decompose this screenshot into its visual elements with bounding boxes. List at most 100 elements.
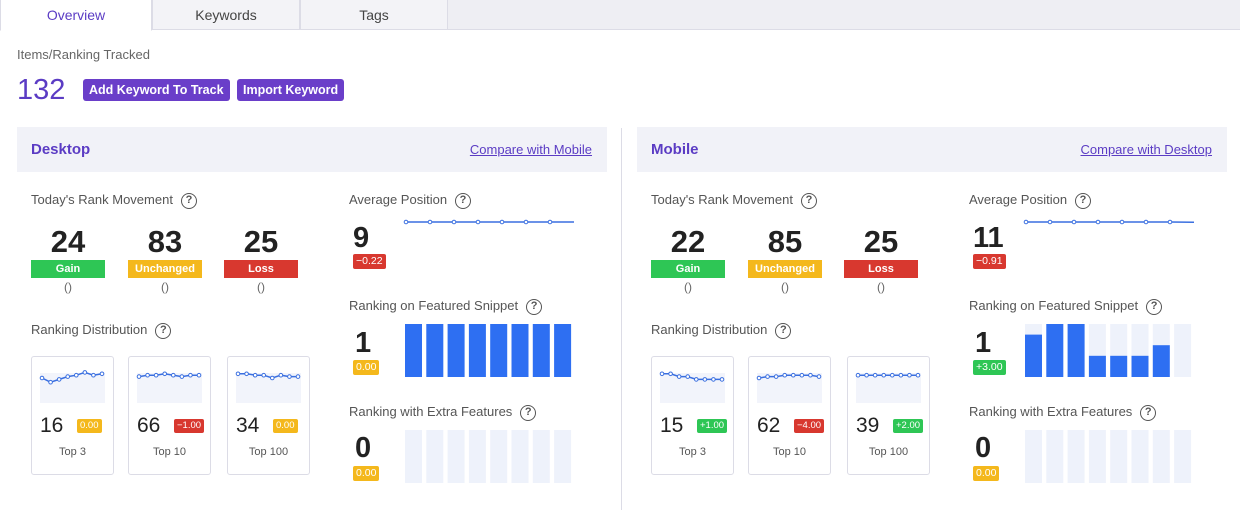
compare-link[interactable]: Compare with Desktop (1080, 142, 1213, 157)
top10-change-badge: −1.00 (174, 419, 205, 433)
average-position-label: Average Position? (969, 192, 1092, 209)
add-keyword-button[interactable]: Add Keyword To Track (83, 79, 230, 101)
avg-trend-point (403, 219, 409, 225)
gain-value: 22 (670, 224, 706, 259)
extra-bar-track (1025, 430, 1042, 483)
sparkline-point (799, 372, 805, 378)
featured-snippet-bars (405, 324, 572, 377)
featured-snippet-bars (1025, 324, 1192, 377)
top100-sparkline (235, 371, 301, 403)
gain-sub: () (684, 280, 692, 294)
top3-card[interactable]: 16 0.00 Top 3 (31, 356, 114, 475)
avg-trend-point (1047, 219, 1053, 225)
tab-overview[interactable]: Overview (0, 0, 152, 31)
help-icon[interactable]: ? (180, 192, 197, 209)
sparkline-background (856, 373, 921, 403)
sparkline-point (790, 372, 796, 378)
sparkline-point (261, 372, 267, 378)
sparkline-point (136, 374, 142, 379)
extra-bar-track (1110, 430, 1128, 483)
featured-bar (532, 324, 550, 377)
panel-header: Desktop Compare with Mobile (17, 127, 607, 172)
distribution-label: Ranking Distribution? (31, 322, 172, 339)
extra-bar-track (1131, 430, 1149, 483)
sparkline-point (278, 372, 284, 378)
top3-card[interactable]: 15 +1.00 Top 3 (651, 356, 734, 475)
featured-bar (1067, 324, 1085, 377)
avg-position-sparkline (1023, 219, 1195, 225)
top10-card[interactable]: 62 −4.00 Top 10 (748, 356, 831, 475)
help-icon[interactable]: ? (526, 298, 543, 315)
top100-change-badge: 0.00 (273, 419, 298, 433)
avg-trend-point (547, 219, 553, 225)
top100-value: 34 (236, 414, 260, 437)
help-icon[interactable]: ? (520, 404, 537, 421)
top100-card[interactable]: 39 +2.00 Top 100 (847, 356, 930, 475)
unchanged-value: 85 (767, 224, 803, 259)
loss-sub: () (877, 280, 885, 294)
unchanged-badge: Unchanged (128, 260, 202, 278)
top3-value: 15 (660, 414, 684, 437)
tab-tags[interactable]: Tags (300, 0, 448, 30)
top100-change-badge: +2.00 (893, 419, 924, 433)
help-icon[interactable]: ? (1146, 298, 1163, 315)
avg-position-sparkline (403, 219, 574, 225)
sparkline-point (756, 375, 762, 381)
distribution-label: Ranking Distribution? (651, 322, 792, 339)
gain-stat: 22 Gain () (651, 224, 725, 294)
featured-bar-track (1174, 324, 1192, 377)
tab-keywords[interactable]: Keywords (152, 0, 300, 30)
extra-change-badge: 0.00 (353, 466, 380, 481)
top100-label: Top 100 (248, 446, 289, 458)
featured-snippet-label: Ranking on Featured Snippet? (969, 298, 1163, 315)
sparkline-point (881, 372, 887, 378)
avg-trend-point (523, 219, 529, 225)
sparkline-point (889, 372, 895, 378)
sparkline-point (668, 371, 673, 377)
featured-snippet-label: Ranking on Featured Snippet? (349, 298, 543, 315)
top10-card[interactable]: 66 −1.00 Top 10 (128, 356, 211, 475)
panel-divider (621, 128, 622, 510)
help-icon[interactable]: ? (1140, 404, 1157, 421)
gain-sub: () (64, 280, 72, 294)
loss-sub: () (257, 280, 265, 294)
top3-change-badge: 0.00 (77, 419, 102, 433)
top3-label: Top 3 (59, 446, 86, 458)
rank-movement-label: Today's Rank Movement? (31, 192, 197, 209)
average-position-label: Average Position? (349, 192, 472, 209)
featured-bar (468, 324, 486, 377)
avg-trend-point (499, 219, 505, 225)
extra-bar-track (405, 430, 422, 483)
sparkline-point (73, 372, 79, 378)
help-icon[interactable]: ? (1075, 192, 1092, 209)
compare-link[interactable]: Compare with Mobile (469, 142, 592, 157)
sparkline-point (711, 377, 716, 382)
top100-card[interactable]: 34 0.00 Top 100 (227, 356, 310, 475)
help-icon[interactable]: ? (800, 192, 817, 209)
sparkline-point (170, 372, 176, 378)
loss-value: 25 (243, 224, 279, 259)
loss-badge: Loss (844, 260, 918, 278)
unchanged-sub: () (161, 280, 169, 294)
extra-change-badge: 0.00 (973, 466, 1000, 481)
help-icon[interactable]: ? (455, 192, 472, 209)
help-icon[interactable]: ? (775, 322, 792, 339)
extra-bar-track (1152, 430, 1170, 483)
sparkline-point (872, 372, 878, 378)
sparkline-point (782, 372, 788, 378)
featured-bar (1110, 355, 1128, 377)
sparkline-point (235, 371, 241, 377)
avg-trend-point (427, 219, 433, 225)
extra-features-bars (1025, 430, 1192, 483)
tracked-count: 132 (17, 74, 66, 106)
loss-stat: 25 Loss () (844, 224, 918, 294)
sparkline-background (40, 373, 105, 403)
featured-value: 1 (975, 327, 992, 359)
top100-label: Top 100 (868, 446, 909, 458)
sparkline-point (145, 372, 150, 378)
help-icon[interactable]: ? (155, 322, 172, 339)
extra-bar-track (1067, 430, 1085, 483)
import-keyword-button[interactable]: Import Keyword (237, 79, 345, 101)
sparkline-point (765, 374, 770, 379)
extra-features-label: Ranking with Extra Features? (349, 404, 537, 421)
